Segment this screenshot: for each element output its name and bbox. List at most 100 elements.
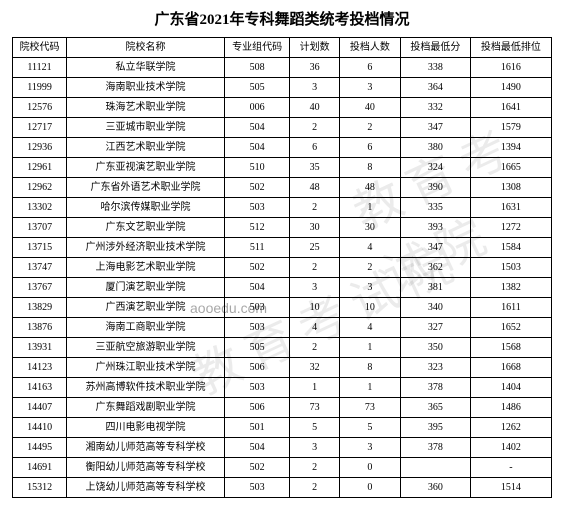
table-cell: 502 — [224, 178, 289, 198]
col-header-minrank: 投档最低排位 — [470, 38, 551, 58]
table-cell: 73 — [290, 398, 340, 418]
table-cell: 503 — [224, 378, 289, 398]
table-row: 11121私立华联学院5083663381616 — [13, 58, 552, 78]
table-row: 13829广西演艺职业学院50310103401611 — [13, 298, 552, 318]
table-cell: 327 — [400, 318, 470, 338]
table-cell: 2 — [290, 478, 340, 498]
table-cell: 504 — [224, 278, 289, 298]
table-cell: 海南工商职业学院 — [67, 318, 225, 338]
table-row: 14495湘南幼儿师范高等专科学校504333781402 — [13, 438, 552, 458]
table-cell: 2 — [290, 118, 340, 138]
table-cell: 503 — [224, 198, 289, 218]
table-cell: 13715 — [13, 238, 67, 258]
table-row: 13302哈尔滨传媒职业学院503213351631 — [13, 198, 552, 218]
table-cell: 1394 — [470, 138, 551, 158]
table-row: 13707广东文艺职业学院51230303931272 — [13, 218, 552, 238]
table-cell: 323 — [400, 358, 470, 378]
table-cell: 30 — [339, 218, 400, 238]
table-row: 12717三亚城市职业学院504223471579 — [13, 118, 552, 138]
table-cell: 8 — [339, 158, 400, 178]
col-header-major-group: 专业组代码 — [224, 38, 289, 58]
table-cell: 25 — [290, 238, 340, 258]
table-cell: 厦门演艺职业学院 — [67, 278, 225, 298]
table-cell: 511 — [224, 238, 289, 258]
table-cell: 1382 — [470, 278, 551, 298]
table-cell: 502 — [224, 258, 289, 278]
table-cell: 506 — [224, 358, 289, 378]
table-cell: 503 — [224, 318, 289, 338]
table-cell: 2 — [290, 258, 340, 278]
table-cell: 502 — [224, 458, 289, 478]
table-cell: 3 — [339, 278, 400, 298]
admission-table: 院校代码 院校名称 专业组代码 计划数 投档人数 投档最低分 投档最低排位 11… — [12, 37, 552, 498]
table-cell: 332 — [400, 98, 470, 118]
header-row: 院校代码 院校名称 专业组代码 计划数 投档人数 投档最低分 投档最低排位 — [13, 38, 552, 58]
table-cell: 4 — [339, 238, 400, 258]
table-cell: 1611 — [470, 298, 551, 318]
table-header: 院校代码 院校名称 专业组代码 计划数 投档人数 投档最低分 投档最低排位 — [13, 38, 552, 58]
table-cell: 1262 — [470, 418, 551, 438]
table-cell: 381 — [400, 278, 470, 298]
table-cell: 338 — [400, 58, 470, 78]
table-cell: 0 — [339, 478, 400, 498]
table-row: 12962广东省外语艺术职业学院50248483901308 — [13, 178, 552, 198]
table-cell: 广东省外语艺术职业学院 — [67, 178, 225, 198]
col-header-count: 投档人数 — [339, 38, 400, 58]
table-cell: 35 — [290, 158, 340, 178]
table-cell: 3 — [290, 278, 340, 298]
table-cell: 13707 — [13, 218, 67, 238]
table-cell: 1514 — [470, 478, 551, 498]
table-cell: 360 — [400, 478, 470, 498]
table-cell: 14495 — [13, 438, 67, 458]
table-cell: 504 — [224, 438, 289, 458]
table-cell: 苏州高博软件技术职业学院 — [67, 378, 225, 398]
table-cell: 13829 — [13, 298, 67, 318]
table-cell: 1568 — [470, 338, 551, 358]
table-cell: 1665 — [470, 158, 551, 178]
table-cell: 12962 — [13, 178, 67, 198]
table-cell: 12717 — [13, 118, 67, 138]
table-cell: 11999 — [13, 78, 67, 98]
table-cell: 13931 — [13, 338, 67, 358]
table-cell: - — [470, 458, 551, 478]
table-cell — [400, 458, 470, 478]
table-cell: 5 — [290, 418, 340, 438]
table-cell: 15312 — [13, 478, 67, 498]
table-cell: 510 — [224, 158, 289, 178]
table-cell: 14407 — [13, 398, 67, 418]
table-row: 14691衡阳幼儿师范高等专科学校50220- — [13, 458, 552, 478]
page-container: 广东省2021年专科舞蹈类统考投档情况 院校代码 院校名称 专业组代码 计划数 … — [0, 0, 564, 505]
col-header-code: 院校代码 — [13, 38, 67, 58]
table-cell: 1503 — [470, 258, 551, 278]
table-cell: 3 — [339, 438, 400, 458]
table-cell: 505 — [224, 338, 289, 358]
table-cell: 347 — [400, 238, 470, 258]
table-cell: 48 — [339, 178, 400, 198]
table-cell: 2 — [339, 258, 400, 278]
table-cell: 14691 — [13, 458, 67, 478]
table-cell: 1584 — [470, 238, 551, 258]
table-cell: 508 — [224, 58, 289, 78]
table-cell: 1486 — [470, 398, 551, 418]
table-cell: 8 — [339, 358, 400, 378]
table-cell: 36 — [290, 58, 340, 78]
table-cell: 350 — [400, 338, 470, 358]
table-cell: 三亚航空旅游职业学院 — [67, 338, 225, 358]
table-cell: 1 — [339, 198, 400, 218]
table-cell: 13876 — [13, 318, 67, 338]
table-cell: 393 — [400, 218, 470, 238]
table-cell: 506 — [224, 398, 289, 418]
table-cell: 海南职业技术学院 — [67, 78, 225, 98]
table-cell: 1490 — [470, 78, 551, 98]
table-cell: 3 — [290, 78, 340, 98]
table-cell: 48 — [290, 178, 340, 198]
table-cell: 347 — [400, 118, 470, 138]
table-cell: 江西艺术职业学院 — [67, 138, 225, 158]
table-cell: 4 — [290, 318, 340, 338]
table-cell: 378 — [400, 438, 470, 458]
table-cell: 广州珠江职业技术学院 — [67, 358, 225, 378]
page-title: 广东省2021年专科舞蹈类统考投档情况 — [12, 8, 552, 29]
table-cell: 11121 — [13, 58, 67, 78]
table-cell: 4 — [339, 318, 400, 338]
table-cell: 3 — [290, 438, 340, 458]
